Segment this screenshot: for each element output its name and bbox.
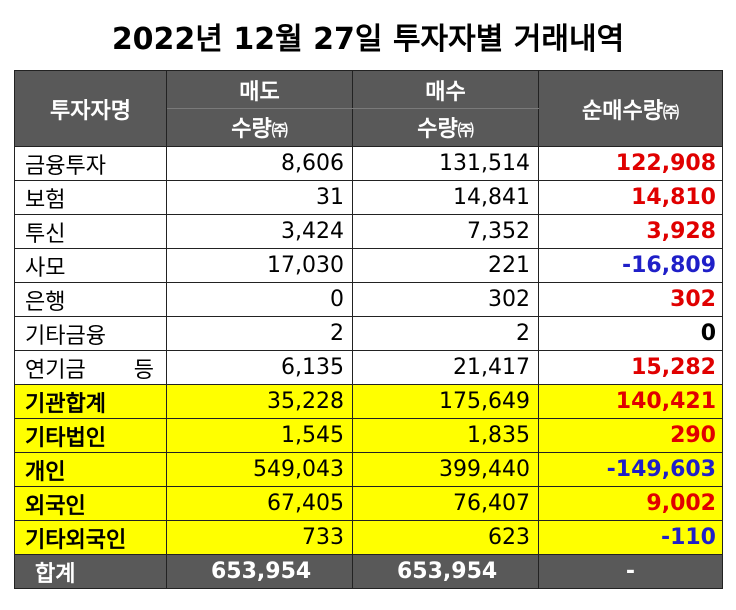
row-sell: 2 <box>166 316 353 351</box>
total-row: 합계 653,954 653,954 - <box>14 554 723 589</box>
header-sell: 매도 <box>166 70 353 109</box>
summary-buy: 1,835 <box>352 418 539 453</box>
row-sell: 6,135 <box>166 350 353 385</box>
page-title: 2022년 12월 27일 투자자별 거래내역 <box>111 22 625 57</box>
row-name: 금융투자 <box>14 146 167 181</box>
row-name: 투신 <box>14 214 167 249</box>
header-net-label: 순매수량 <box>582 98 663 124</box>
summary-buy: 175,649 <box>352 384 539 419</box>
summary-net: -110 <box>538 520 723 555</box>
summary-buy: 623 <box>352 520 539 555</box>
header-sell-unit: ㈜ <box>271 121 288 140</box>
row-buy: 131,514 <box>352 146 539 181</box>
header-net: 순매수량㈜ <box>538 70 723 147</box>
row-sell: 0 <box>166 282 353 317</box>
summary-row: 기관합계 35,228 175,649 140,421 <box>14 384 723 419</box>
summary-net: 9,002 <box>538 486 723 521</box>
row-net: 15,282 <box>538 350 723 385</box>
summary-row: 개인 549,043 399,440 -149,603 <box>14 452 723 487</box>
summary-row: 기타법인 1,545 1,835 290 <box>14 418 723 453</box>
row-name: 기타금융 <box>14 316 167 351</box>
table-row: 연기금 등 6,135 21,417 15,282 <box>14 350 723 385</box>
investor-trading-table: 투자자명 매도 매수 순매수량㈜ 수량㈜ 수량㈜ 금융투자 8,606 131,… <box>14 70 723 589</box>
summary-row: 외국인 67,405 76,407 9,002 <box>14 486 723 521</box>
header-buy-unit: ㈜ <box>457 121 474 140</box>
row-sell: 3,424 <box>166 214 353 249</box>
summary-net: 290 <box>538 418 723 453</box>
summary-sell: 67,405 <box>166 486 353 521</box>
row-net: 122,908 <box>538 146 723 181</box>
row-name: 사모 <box>14 248 167 283</box>
header-investor: 투자자명 <box>14 70 167 147</box>
row-buy: 21,417 <box>352 350 539 385</box>
header-sell-qty: 수량㈜ <box>166 108 353 147</box>
row-sell: 31 <box>166 180 353 215</box>
summary-buy: 399,440 <box>352 452 539 487</box>
total-name: 합계 <box>14 554 167 589</box>
summary-net: 140,421 <box>538 384 723 419</box>
row-net: -16,809 <box>538 248 723 283</box>
table-row: 금융투자 8,606 131,514 122,908 <box>14 146 723 181</box>
row-net: 3,928 <box>538 214 723 249</box>
summary-net: -149,603 <box>538 452 723 487</box>
summary-sell: 35,228 <box>166 384 353 419</box>
row-buy: 221 <box>352 248 539 283</box>
table-row: 사모 17,030 221 -16,809 <box>14 248 723 283</box>
total-net: - <box>538 554 723 589</box>
summary-row: 기타외국인 733 623 -110 <box>14 520 723 555</box>
row-sell: 8,606 <box>166 146 353 181</box>
table-row: 투신 3,424 7,352 3,928 <box>14 214 723 249</box>
table-row: 기타금융 2 2 0 <box>14 316 723 351</box>
total-sell: 653,954 <box>166 554 353 589</box>
summary-name: 기관합계 <box>14 384 167 419</box>
row-net: 14,810 <box>538 180 723 215</box>
row-net: 0 <box>538 316 723 351</box>
row-buy: 7,352 <box>352 214 539 249</box>
header-buy-qty: 수량㈜ <box>352 108 539 147</box>
summary-sell: 549,043 <box>166 452 353 487</box>
row-buy: 2 <box>352 316 539 351</box>
table-row: 보험 31 14,841 14,810 <box>14 180 723 215</box>
summary-name: 외국인 <box>14 486 167 521</box>
row-name: 은행 <box>14 282 167 317</box>
row-sell: 17,030 <box>166 248 353 283</box>
summary-name: 기타외국인 <box>14 520 167 555</box>
summary-buy: 76,407 <box>352 486 539 521</box>
summary-name: 기타법인 <box>14 418 167 453</box>
row-name: 보험 <box>14 180 167 215</box>
header-buy-qty-label: 수량 <box>417 117 458 142</box>
header-net-unit: ㈜ <box>662 102 679 122</box>
header-buy: 매수 <box>352 70 539 109</box>
summary-sell: 1,545 <box>166 418 353 453</box>
row-name: 연기금 등 <box>14 350 167 385</box>
row-net: 302 <box>538 282 723 317</box>
row-buy: 302 <box>352 282 539 317</box>
header-sell-qty-label: 수량 <box>231 117 272 142</box>
total-buy: 653,954 <box>352 554 539 589</box>
row-buy: 14,841 <box>352 180 539 215</box>
summary-sell: 733 <box>166 520 353 555</box>
table-row: 은행 0 302 302 <box>14 282 723 317</box>
summary-name: 개인 <box>14 452 167 487</box>
